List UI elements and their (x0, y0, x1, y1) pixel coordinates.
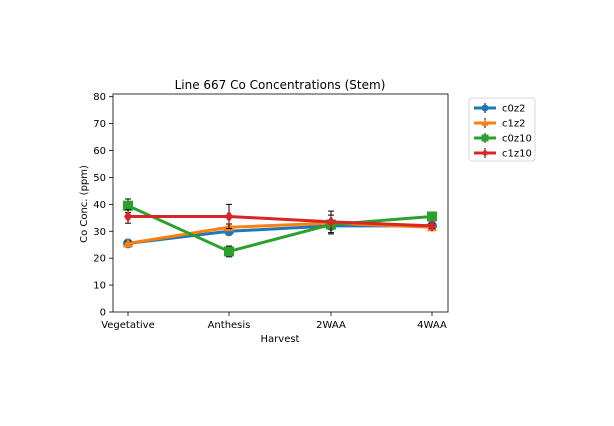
y-tick-label: 40 (93, 200, 106, 211)
chart-title: Line 667 Co Concentrations (Stem) (175, 78, 386, 92)
plot-area-frame (112, 93, 449, 313)
y-tick-label: 0 (100, 308, 106, 319)
legend-item-c1z10: c1z10 (474, 148, 532, 160)
legend-marker (481, 119, 489, 126)
x-axis-label: Harvest (261, 334, 300, 345)
legend-label: c1z10 (502, 149, 532, 160)
legend-marker (481, 134, 489, 142)
y-tick-label: 60 (93, 146, 106, 157)
legend-box (468, 97, 536, 162)
series-c1z10 (124, 203, 436, 234)
legend-item-c0z2: c0z2 (474, 103, 525, 115)
data-point (427, 211, 437, 222)
x-tick-label: Vegetative (101, 320, 155, 331)
legend-label: c1z2 (502, 119, 525, 130)
x-tick-label: 4WAA (417, 320, 447, 331)
x-tick-label: Anthesis (208, 320, 251, 331)
data-point (224, 246, 234, 257)
data-point (327, 215, 335, 228)
legend-label: c0z10 (502, 134, 532, 145)
x-tick-label: 2WAA (316, 320, 346, 331)
legend-label: c0z2 (502, 104, 525, 115)
y-axis-label: Co Conc. (ppm) (79, 165, 90, 243)
y-tick-label: 50 (93, 173, 106, 184)
y-tick-label: 30 (93, 227, 106, 238)
y-tick-label: 10 (93, 281, 106, 292)
legend-item-c1z2: c1z2 (474, 118, 525, 130)
data-point (428, 219, 436, 232)
y-tick-label: 70 (93, 119, 106, 130)
series-line (127, 204, 433, 253)
data-point (225, 210, 233, 223)
data-point (123, 200, 133, 211)
y-tick-label: 80 (93, 92, 106, 103)
series-line (128, 214, 433, 228)
data-point (123, 238, 133, 248)
data-point (124, 210, 132, 223)
legend-marker (482, 148, 488, 158)
y-tick-label: 20 (93, 254, 106, 265)
legend-marker (481, 104, 489, 112)
legend-item-c0z10: c0z10 (474, 133, 532, 145)
